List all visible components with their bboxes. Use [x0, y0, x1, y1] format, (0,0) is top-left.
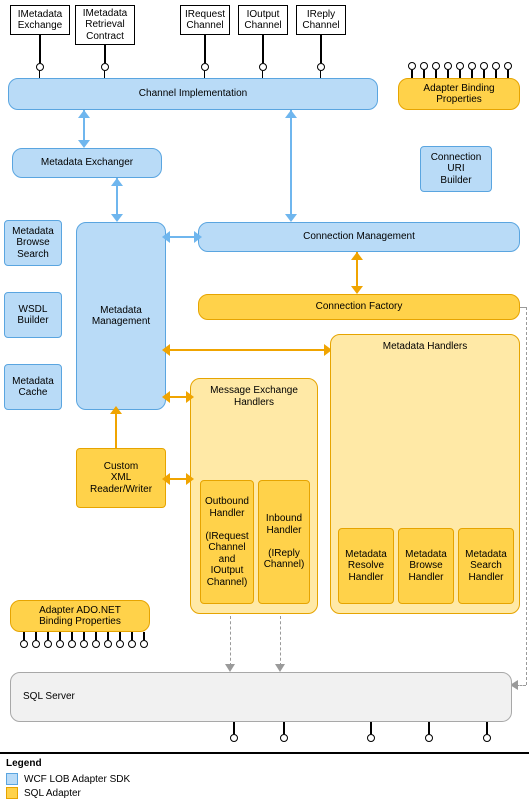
stick: [204, 71, 205, 78]
arrow-head: [275, 664, 285, 672]
label: IReplyChannel: [302, 9, 339, 32]
stick: [262, 71, 263, 78]
arrow: [115, 412, 117, 448]
arrow: [290, 110, 292, 216]
iface-ireply-channel: IReplyChannel: [296, 5, 346, 35]
metadata-search-handler: MetadataSearchHandler: [458, 528, 514, 604]
metadata-management: MetadataManagement: [76, 222, 166, 410]
arrow-head: [111, 178, 123, 186]
arrow-head: [194, 231, 202, 243]
metadata-browse-handler: MetadataBrowseHandler: [398, 528, 454, 604]
legend-swatch-orange: [6, 787, 18, 799]
metadata-cache: MetadataCache: [4, 364, 62, 410]
channel-implementation: Channel Implementation: [8, 78, 378, 110]
arrow-head: [351, 286, 363, 294]
stick: [104, 71, 105, 78]
sql-server: SQL Server: [10, 672, 512, 722]
arrow-head: [162, 391, 170, 403]
label: MetadataSearchHandler: [465, 549, 507, 584]
diagram-stage: IMetadataExchange IMetadataRetrievalCont…: [0, 0, 529, 805]
stick: [39, 71, 40, 78]
arrow-head: [162, 473, 170, 485]
arrow-head: [78, 140, 90, 148]
arrow-head: [186, 391, 194, 403]
label: IMetadataExchange: [18, 9, 62, 32]
label: MetadataManagement: [92, 305, 150, 328]
label: MetadataResolveHandler: [345, 549, 387, 584]
arrow-head: [285, 214, 297, 222]
label: InboundHandler(IReplyChannel): [264, 513, 305, 571]
legend-label: SQL Adapter: [24, 788, 81, 799]
label: Metadata Exchanger: [41, 157, 133, 169]
legend-label: WCF LOB Adapter SDK: [24, 774, 130, 785]
label: MetadataCache: [12, 376, 54, 399]
legend-title: Legend: [6, 758, 523, 769]
arrow-head: [225, 664, 235, 672]
adapter-ado-binding-properties: Adapter ADO.NETBinding Properties: [10, 600, 150, 632]
label: Connection Management: [303, 231, 415, 243]
arrow-head: [162, 231, 170, 243]
dashed-line: [280, 616, 281, 666]
arrow-head: [110, 406, 122, 414]
label: MetadataBrowseSearch: [12, 226, 54, 261]
label: MetadataBrowseHandler: [405, 549, 447, 584]
label: ConnectionURIBuilder: [431, 152, 482, 187]
arrow: [168, 396, 188, 398]
iface-ioutput-channel: IOutputChannel: [238, 5, 288, 35]
label: WSDLBuilder: [17, 304, 48, 327]
label: Message ExchangeHandlers: [210, 385, 298, 408]
arrow-head: [162, 344, 170, 356]
adapter-binding-properties: Adapter BindingProperties: [398, 78, 520, 110]
label: IOutputChannel: [244, 9, 281, 32]
iface-imetadata-exchange: IMetadataExchange: [10, 5, 70, 35]
custom-xml-reader-writer: CustomXMLReader/Writer: [76, 448, 166, 508]
stick: [320, 71, 321, 78]
connection-uri-builder: ConnectionURIBuilder: [420, 146, 492, 192]
iface-imetadata-retrieval: IMetadataRetrievalContract: [75, 5, 135, 45]
inbound-handler: InboundHandler(IReplyChannel): [258, 480, 310, 604]
connection-management: Connection Management: [198, 222, 520, 252]
legend: Legend WCF LOB Adapter SDK SQL Adapter: [0, 753, 529, 805]
arrow-head: [351, 252, 363, 260]
arrow-head: [186, 473, 194, 485]
label: Adapter BindingProperties: [423, 83, 494, 106]
arrow-head: [111, 214, 123, 222]
arrow: [168, 349, 326, 351]
arrow-head: [285, 110, 297, 118]
label: Metadata Handlers: [383, 341, 468, 353]
outbound-handler: OutboundHandler(IRequestChannelandIOutpu…: [200, 480, 254, 604]
label: Connection Factory: [316, 301, 403, 313]
metadata-exchanger: Metadata Exchanger: [12, 148, 162, 178]
label: CustomXMLReader/Writer: [90, 461, 152, 496]
legend-row-adapter: SQL Adapter: [6, 787, 523, 799]
metadata-resolve-handler: MetadataResolveHandler: [338, 528, 394, 604]
label: Adapter ADO.NETBinding Properties: [39, 605, 121, 628]
arrow: [168, 478, 188, 480]
connection-factory: Connection Factory: [198, 294, 520, 320]
wsdl-builder: WSDLBuilder: [4, 292, 62, 338]
arrow: [168, 236, 196, 238]
dashed-line: [526, 307, 527, 685]
legend-swatch-blue: [6, 773, 18, 785]
label: SQL Server: [23, 691, 75, 703]
label: OutboundHandler(IRequestChannelandIOutpu…: [205, 496, 249, 588]
metadata-browse-search: MetadataBrowseSearch: [4, 220, 62, 266]
legend-row-sdk: WCF LOB Adapter SDK: [6, 773, 523, 785]
dashed-line: [230, 616, 231, 666]
label: IMetadataRetrievalContract: [83, 8, 127, 43]
label: Channel Implementation: [139, 88, 247, 100]
arrow-head: [78, 110, 90, 118]
iface-irequest-channel: IRequestChannel: [180, 5, 230, 35]
label: IRequestChannel: [185, 9, 225, 32]
